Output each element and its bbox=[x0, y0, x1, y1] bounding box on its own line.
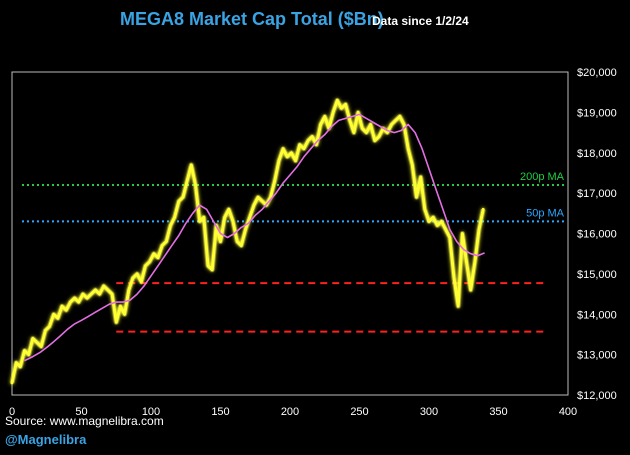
y-tick-label: $12,000 bbox=[577, 390, 617, 402]
moving-average-line bbox=[24, 113, 485, 362]
source-label: Source: www.magnelibra.com bbox=[5, 414, 164, 428]
y-tick-label: $16,000 bbox=[577, 229, 617, 241]
x-tick-label: 50 bbox=[75, 406, 87, 418]
x-tick-label: 0 bbox=[9, 406, 15, 418]
y-tick-label: $17,000 bbox=[577, 188, 617, 200]
x-tick-label: 250 bbox=[350, 406, 368, 418]
plot-frame bbox=[11, 71, 569, 396]
reference-line-label-0: 200p MA bbox=[520, 171, 565, 183]
y-tick-label: $18,000 bbox=[577, 148, 617, 160]
author-handle: @Magnelibra bbox=[5, 432, 87, 447]
y-tick-label: $19,000 bbox=[577, 107, 617, 119]
x-tick-label: 400 bbox=[559, 406, 577, 418]
x-tick-label: 150 bbox=[211, 406, 229, 418]
x-tick-label: 350 bbox=[489, 406, 507, 418]
y-tick-label: $15,000 bbox=[577, 269, 617, 281]
chart-title: MEGA8 Market Cap Total ($Bn) bbox=[120, 9, 384, 29]
price-series-glow bbox=[9, 97, 486, 384]
chart-subtitle: Data since 1/2/24 bbox=[372, 14, 469, 28]
y-tick-label: $20,000 bbox=[577, 67, 617, 79]
x-tick-label: 100 bbox=[142, 406, 160, 418]
y-tick-label: $13,000 bbox=[577, 350, 617, 362]
y-tick-label: $14,000 bbox=[577, 309, 617, 321]
reference-line-label-1: 50p MA bbox=[526, 207, 565, 219]
x-tick-label: 200 bbox=[281, 406, 299, 418]
x-tick-label: 300 bbox=[420, 406, 438, 418]
price-series-line bbox=[10, 98, 485, 385]
